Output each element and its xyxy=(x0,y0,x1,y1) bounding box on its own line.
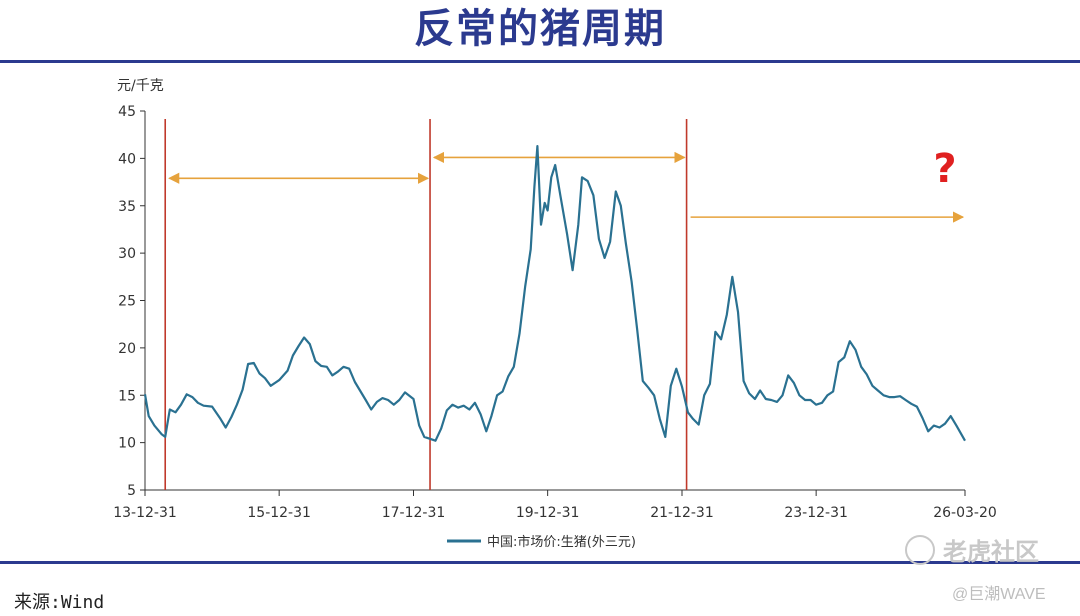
title-divider xyxy=(0,60,1080,63)
x-tick-label: 21-12-31 xyxy=(650,505,714,521)
chart-legend[interactable]: 中国:市场价:生猪(外三元) xyxy=(447,534,636,550)
cycle-arrows xyxy=(168,151,965,223)
y-tick-label: 5 xyxy=(127,483,136,499)
y-unit-label: 元/千克 xyxy=(117,78,164,94)
tiger-logo-icon xyxy=(905,535,935,565)
pig-price-chart: 5 10 15 20 25 30 35 40 45 13-12-31 15-12-31 17-12-3… xyxy=(113,78,997,550)
page-title: 反常的猪周期 xyxy=(414,6,666,52)
x-tick-label: 13-12-31 xyxy=(113,505,177,521)
watermark-handle: @巨潮WAVE xyxy=(952,586,1046,603)
chart-axes: 5 10 15 20 25 30 35 40 45 13-12-31 15-12-31 17-12-3… xyxy=(113,78,997,521)
y-tick-label: 15 xyxy=(118,388,136,404)
series-line xyxy=(143,145,966,442)
y-tick-label: 35 xyxy=(118,199,136,215)
y-tick-label: 20 xyxy=(118,341,136,357)
chart-annotations: ? xyxy=(933,146,956,192)
watermark-logo-text: 老虎社区 xyxy=(943,538,1039,566)
x-tick-label: 26-03-20 xyxy=(933,505,997,521)
y-tick-label: 45 xyxy=(118,104,136,120)
y-tick-label: 40 xyxy=(118,151,136,167)
x-tick-label: 23-12-31 xyxy=(784,505,848,521)
footer-divider xyxy=(0,561,1080,564)
y-tick-label: 25 xyxy=(118,294,136,310)
x-tick-label: 15-12-31 xyxy=(247,505,311,521)
source-note: 来源:Wind xyxy=(14,592,105,613)
x-tick-label: 19-12-31 xyxy=(516,505,580,521)
cycle-markers xyxy=(164,119,688,490)
series-group xyxy=(143,145,966,442)
y-tick-label: 10 xyxy=(118,436,136,452)
y-tick-label: 30 xyxy=(118,246,136,262)
legend-label: 中国:市场价:生猪(外三元) xyxy=(487,534,636,550)
x-tick-label: 17-12-31 xyxy=(382,505,446,521)
question-mark-annotation: ? xyxy=(933,146,956,192)
watermark-logo: 老虎社区 xyxy=(905,535,1055,569)
